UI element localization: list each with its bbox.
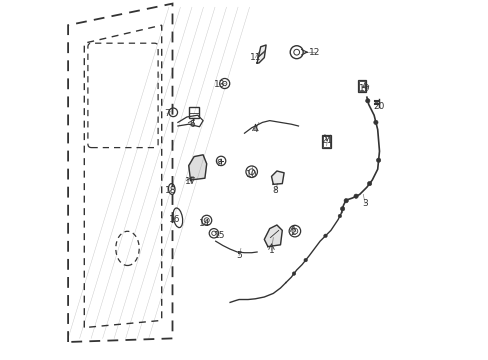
Circle shape — [292, 272, 295, 275]
Text: 5: 5 — [236, 251, 242, 260]
Text: 8: 8 — [272, 186, 277, 195]
Circle shape — [323, 234, 326, 238]
Polygon shape — [257, 45, 265, 63]
Text: 7: 7 — [164, 109, 170, 118]
Text: 21: 21 — [321, 136, 332, 145]
Text: 19: 19 — [359, 84, 370, 93]
Text: 16: 16 — [168, 215, 180, 224]
Text: 3: 3 — [362, 199, 367, 208]
Polygon shape — [188, 155, 206, 180]
Circle shape — [366, 181, 371, 186]
Circle shape — [344, 199, 347, 203]
Text: 13: 13 — [213, 80, 224, 89]
Text: 6: 6 — [189, 120, 195, 129]
Text: 10: 10 — [245, 170, 257, 179]
Text: 1: 1 — [268, 246, 274, 255]
Circle shape — [340, 207, 344, 211]
Text: 20: 20 — [373, 102, 385, 111]
Text: 18: 18 — [164, 186, 176, 195]
Bar — [321, 135, 330, 148]
Bar — [188, 107, 199, 118]
Circle shape — [373, 120, 377, 125]
Text: 2: 2 — [290, 228, 295, 237]
Text: 14: 14 — [199, 219, 210, 228]
Circle shape — [303, 258, 307, 262]
Text: 9: 9 — [216, 159, 222, 168]
Text: 12: 12 — [308, 48, 320, 57]
Polygon shape — [264, 225, 282, 247]
Bar — [322, 136, 329, 147]
Text: 17: 17 — [184, 177, 196, 186]
Circle shape — [353, 194, 358, 198]
Text: 4: 4 — [252, 125, 258, 134]
Text: 15: 15 — [213, 231, 224, 240]
Polygon shape — [271, 171, 284, 184]
Text: 11: 11 — [249, 53, 261, 62]
Bar — [358, 81, 364, 91]
Circle shape — [337, 214, 341, 218]
Circle shape — [365, 99, 369, 103]
Bar — [357, 80, 365, 92]
Circle shape — [376, 158, 380, 162]
